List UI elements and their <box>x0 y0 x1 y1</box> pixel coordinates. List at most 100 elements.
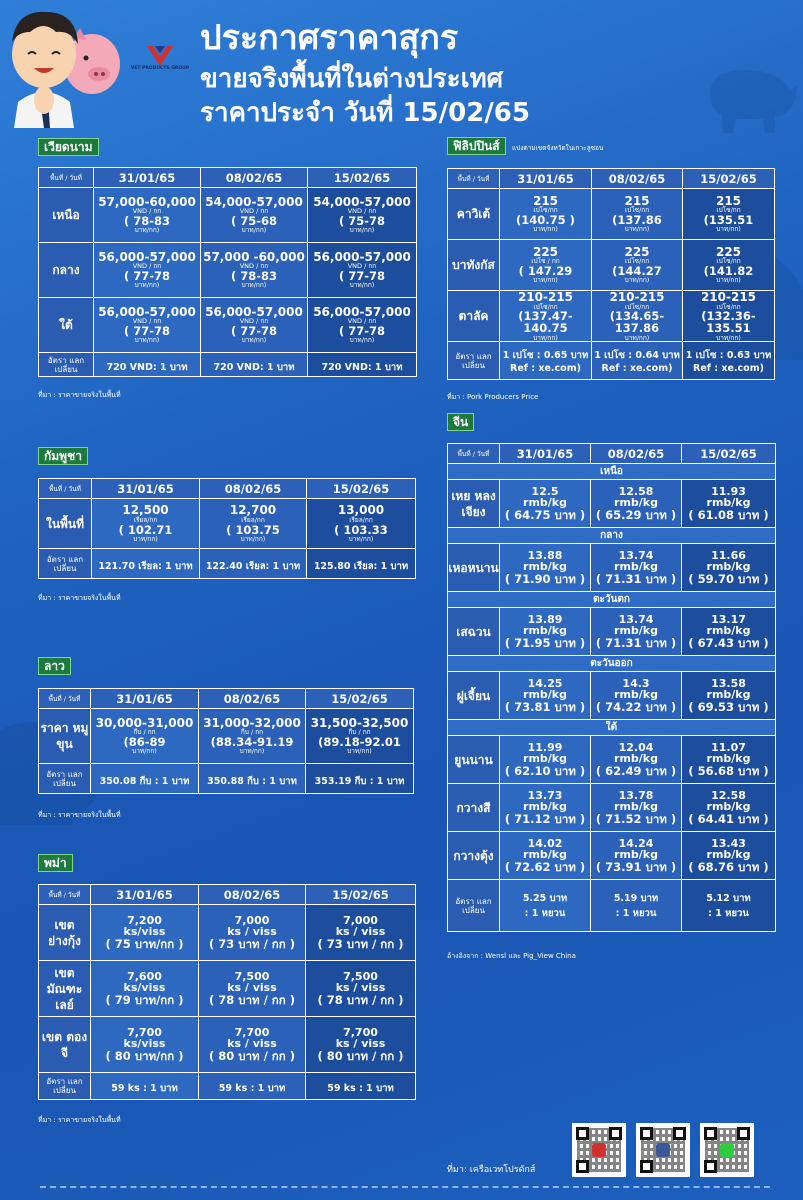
baht-value: ( 78-83 <box>123 214 171 229</box>
exchange-rate-cell: 5.19 บาท: 1 หยวน <box>590 879 682 932</box>
section-tag-myanmar: พม่า <box>38 854 73 872</box>
price-unit: VND / กก <box>132 262 162 271</box>
baht-value: ( 75-68 <box>230 214 278 229</box>
baht-unit: บาท/กก) <box>240 534 266 543</box>
price-cell: 215 เปโซ/กก (135.51 บาท/กก) <box>682 188 775 240</box>
corner-label: พื้นที่ / วันที่ <box>38 478 92 499</box>
price-cell: 225 เปโซ/กก (141.82 บาท/กก) <box>682 239 775 291</box>
baht-unit: บาท/กก) <box>241 226 267 235</box>
exchange-rate-label: อัตรา แลกเปลี่ยน <box>447 879 500 932</box>
exchange-rate-cell: 350.08 กีบ : 1 บาท <box>90 763 199 794</box>
region-band: ตะวันตก <box>447 591 776 608</box>
baht-value: ( 80 บาท/กก ) <box>105 1049 184 1064</box>
baht-unit: บาท/กก) <box>134 336 160 345</box>
baht-unit: บาท/กก) <box>624 333 650 342</box>
exchange-rate-label: อัตรา แลกเปลี่ยน <box>38 548 92 579</box>
exchange-rate-value: 350.88 กีบ : 1 บาท <box>207 775 297 787</box>
price-cell: 7,500 ks / viss( 78 บาท / กก ) <box>305 960 416 1017</box>
price-value: 11.93 <box>711 484 746 498</box>
date-header: 31/01/65 <box>93 167 201 188</box>
exchange-rate-cell: 1 เปโซ : 0.64 บาท Ref : xe.com) <box>591 341 683 381</box>
baht-value: ( 62.49 บาท ) <box>595 764 677 779</box>
region-label: ราคา หมูขุน <box>38 708 91 764</box>
exchange-rate-value: 59 ks : 1 บาท <box>327 1083 394 1094</box>
date-header: 15/02/65 <box>681 443 776 464</box>
qr-facebook-icon[interactable] <box>636 1123 690 1177</box>
price-unit: rmb/kg <box>523 752 567 766</box>
price-unit: rmb/kg <box>614 800 658 814</box>
price-value: 215 <box>715 193 742 208</box>
date-header: 31/01/65 <box>90 884 199 905</box>
price-unit: rmb/kg <box>614 752 658 766</box>
table-china: พื้นที่ / วันที่ 31/01/65 08/02/65 15/02/65… <box>447 443 776 932</box>
price-cell: 215 เปโซ/กก (137.86 บาท/กก) <box>591 188 683 240</box>
table-laos: พื้นที่ / วันที่ 31/01/65 08/02/65 15/02/65… <box>38 688 414 794</box>
header-row: พื้นที่ / วันที่ 31/01/65 08/02/65 15/02/65 <box>38 688 414 709</box>
price-unit: เรียล/กก <box>133 515 158 524</box>
table-myanmar: พื้นที่ / วันที่ 31/01/65 08/02/65 15/02/65… <box>38 884 416 1100</box>
baht-unit: บาท/กก) <box>624 225 650 234</box>
price-unit: ks/viss <box>123 925 166 939</box>
exchange-rate-cell: 125.80 เรียล: 1 บาท <box>306 548 416 579</box>
baht-unit: บาท/กก) <box>716 333 741 342</box>
price-value: 215 <box>532 193 559 208</box>
price-cell: 12,700 เรียล/กก( 103.75 บาท/กก) <box>199 498 307 549</box>
price-value: 225 <box>624 244 650 259</box>
table-row: ฝูเจี้ยน 14.25 rmb/kg( 73.81 บาท ) 14.3 rmb/… <box>447 671 776 720</box>
province-label: เสฉวน <box>447 607 500 656</box>
province-label: เหย หลงเจียง <box>447 479 500 528</box>
table-row: เหอหนาน 13.88 rmb/kg( 71.90 บาท ) 13.74 rmb/… <box>447 543 776 592</box>
baht-value: ( 102.71 <box>118 522 173 537</box>
qr-website-icon[interactable] <box>572 1123 626 1177</box>
baht-value: ( 71.31 บาท ) <box>595 572 677 587</box>
price-cell: 12.5 rmb/kg( 64.75 บาท ) <box>499 479 591 528</box>
baht-value: ( 61.08 บาท ) <box>688 508 769 523</box>
price-cell: 7,600 ks/viss( 79 บาท/กก ) <box>90 960 199 1017</box>
price-value: 13.74 <box>618 612 654 626</box>
footer-divider <box>40 1186 770 1188</box>
exchange-rate-ref: Ref : xe.com) <box>693 362 764 374</box>
price-cell: 13.17 rmb/kg( 67.43 บาท ) <box>681 607 776 656</box>
qr-line-icon[interactable] <box>700 1123 754 1177</box>
exchange-rate-row: อัตรา แลกเปลี่ยน 350.08 กีบ : 1 บาท 350.88… <box>38 763 414 794</box>
date-header: 15/02/65 <box>682 168 775 189</box>
baht-value: (137.47-140.75 <box>518 309 573 336</box>
exchange-rate-value: 5.12 บาท <box>706 892 751 904</box>
price-unit: กีบ / กก <box>133 728 156 737</box>
price-unit: เปโซ / กก <box>531 257 560 266</box>
price-value: 7,700 <box>127 1025 162 1039</box>
corner-label: พื้นที่ / วันที่ <box>447 168 500 189</box>
baht-value: (132.36-135.51 <box>701 309 756 336</box>
exchange-rate-value: 353.19 กีบ : 1 บาท <box>314 775 405 787</box>
baht-value: ( 64.75 บาท ) <box>504 508 586 523</box>
price-unit: rmb/kg <box>706 688 751 702</box>
date-header: 08/02/65 <box>591 168 683 189</box>
baht-unit: บาท/กก) <box>134 281 160 290</box>
baht-value: ( 59.70 บาท ) <box>688 572 769 587</box>
price-cell: 13.89 rmb/kg( 71.95 บาท ) <box>499 607 591 656</box>
corner-label: พื้นที่ / วันที่ <box>38 167 94 188</box>
exchange-rate-value: 59 ks : 1 บาท <box>111 1083 178 1094</box>
price-cell: 13.58 rmb/kg( 69.53 บาท ) <box>681 671 776 720</box>
price-cell: 13.78 rmb/kg( 71.52 บาท ) <box>590 783 682 832</box>
exchange-rate-label: อัตรา แลกเปลี่ยน <box>38 352 94 377</box>
page-date: ราคาประจำ วันที่ 15/02/65 <box>200 98 530 128</box>
exchange-rate-value: 59 ks : 1 บาท <box>218 1083 286 1094</box>
price-unit: เปโซ/กก <box>716 257 741 266</box>
exchange-rate-row: อัตรา แลกเปลี่ยน 720 VND: 1 บาท 720 VND: 1… <box>38 352 417 377</box>
baht-unit: บาท/กก) <box>132 747 157 756</box>
header-row: พื้นที่ / วันที่ 31/01/65 08/02/65 15/02/65 <box>447 443 776 464</box>
price-unit: เปโซ/กก <box>716 206 741 215</box>
price-value: 7,600 <box>127 969 162 983</box>
section-tag-china: จีน <box>447 413 475 431</box>
price-unit: เรียล/กก <box>241 515 265 524</box>
region-label: บาทังกัส <box>447 239 500 291</box>
price-cell: 13.43 rmb/kg( 68.76 บาท ) <box>681 831 776 880</box>
baht-unit: บาท/กก) <box>348 534 374 543</box>
price-cell: 14.3 rmb/kg( 74.22 บาท ) <box>590 671 682 720</box>
price-value: 13.58 <box>711 676 746 690</box>
price-unit: VND / กก <box>347 317 377 326</box>
price-value: 14.25 <box>527 676 563 690</box>
price-cell: 13.74 rmb/kg( 71.31 บาท ) <box>590 543 682 592</box>
date-header: 15/02/65 <box>305 884 416 905</box>
